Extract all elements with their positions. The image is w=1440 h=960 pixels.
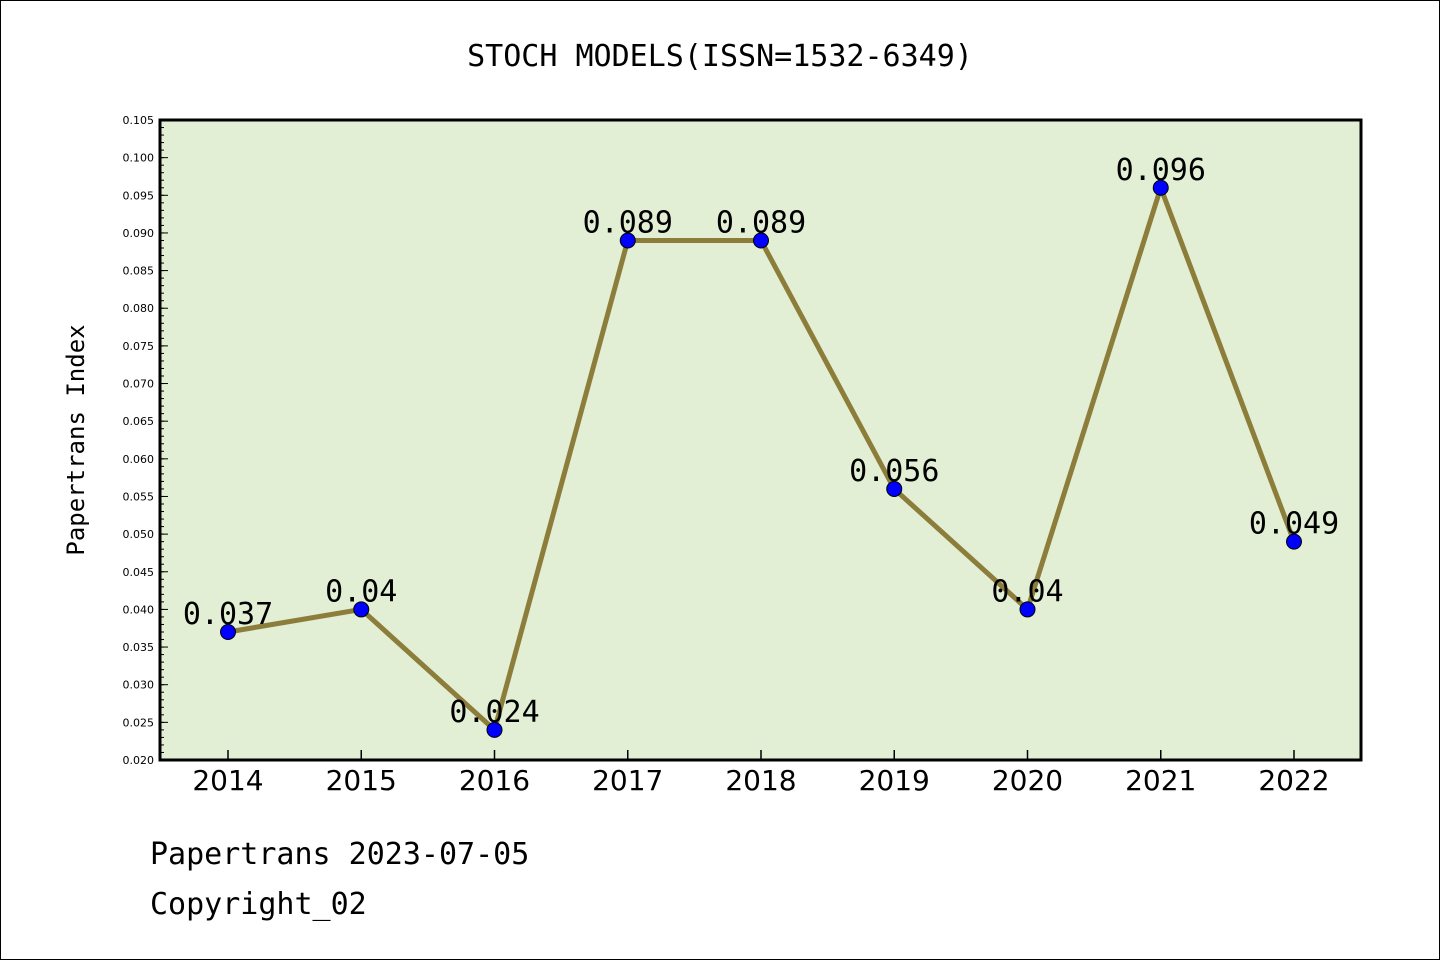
data-label: 0.056	[849, 454, 939, 489]
y-tick-label: 0.065	[123, 415, 155, 428]
data-label: 0.04	[991, 574, 1063, 609]
data-point	[1152, 179, 1169, 196]
data-point	[220, 624, 236, 640]
y-tick-label: 0.040	[123, 603, 155, 616]
data-point	[886, 480, 903, 497]
y-tick-label: 0.100	[123, 152, 155, 165]
data-point	[1286, 533, 1302, 550]
data-point	[619, 232, 636, 249]
x-tick-label: 2018	[725, 764, 796, 797]
plot-border	[158, 118, 1363, 762]
data-label: 0.049	[1249, 507, 1339, 542]
x-axis: 2014 2015 2016 2017 2018 2019 2020 2021 2022	[192, 750, 1330, 797]
plot-area	[160, 120, 1361, 760]
data-point	[353, 601, 370, 618]
y-tick-label: 0.045	[123, 566, 155, 579]
y-axis: 0.020 0.025 0.030 0.035 0.040 0.045 0.050 0.055…	[123, 114, 168, 767]
x-tick-label: 2021	[1125, 764, 1196, 797]
data-label: 0.096	[1116, 153, 1206, 188]
x-tick-label: 2014	[192, 764, 263, 797]
y-tick-label: 0.060	[123, 453, 155, 466]
data-label: 0.089	[583, 205, 673, 240]
x-tick-label: 2016	[459, 764, 530, 797]
data-point	[753, 232, 769, 249]
y-tick-label: 0.095	[123, 189, 155, 202]
y-axis-label: Papertrans Index	[62, 324, 90, 555]
y-tick-label: 0.080	[123, 302, 155, 315]
footer-date: Papertrans 2023-07-05	[150, 837, 529, 872]
y-tick-label: 0.105	[123, 114, 155, 127]
chart-title: STOCH MODELS(ISSN=1532-6349)	[467, 39, 973, 74]
y-tick-label: 0.055	[123, 490, 155, 503]
data-labels: 0.037 0.04 0.024 0.089 0.089 0.056 0.04 0.096 0.…	[183, 153, 1339, 730]
data-label: 0.037	[183, 597, 273, 632]
x-tick-label: 2019	[859, 764, 930, 797]
y-tick-label: 0.070	[123, 378, 155, 391]
y-tick-label: 0.030	[123, 679, 155, 692]
y-tick-label: 0.020	[123, 754, 155, 767]
series-group	[220, 179, 1302, 738]
data-point	[486, 721, 503, 738]
x-tick-label: 2015	[326, 764, 397, 797]
data-point	[1019, 601, 1036, 618]
y-tick-label: 0.025	[123, 716, 155, 729]
x-tick-label: 2020	[992, 764, 1063, 797]
y-tick-label: 0.075	[123, 340, 155, 353]
footer-copyright: Copyright_02	[150, 887, 367, 922]
data-label: 0.04	[325, 574, 397, 609]
data-label: 0.089	[716, 205, 806, 240]
y-tick-label: 0.050	[123, 528, 155, 541]
data-label: 0.024	[449, 695, 539, 730]
x-tick-label: 2022	[1258, 764, 1329, 797]
x-tick-label: 2017	[592, 764, 663, 797]
y-tick-label: 0.035	[123, 641, 155, 654]
y-tick-label: 0.085	[123, 265, 155, 278]
y-tick-label: 0.090	[123, 227, 155, 240]
